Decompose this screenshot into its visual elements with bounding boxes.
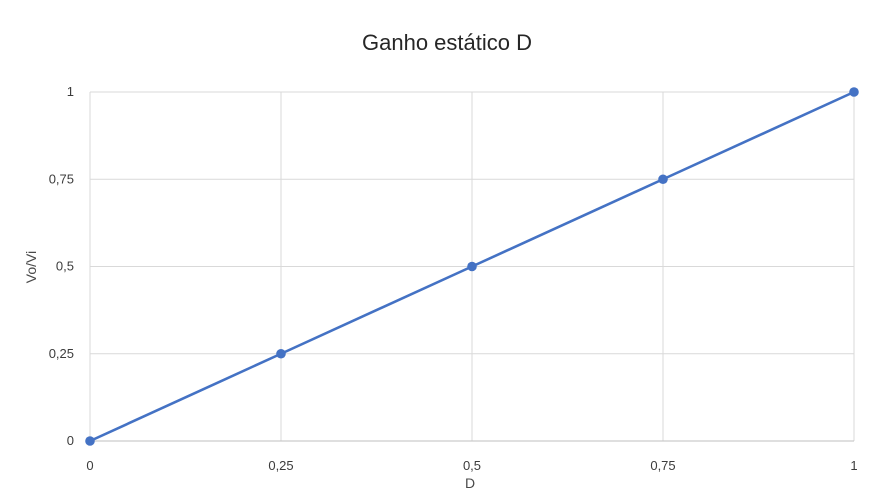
x-tick-label: 0,25 xyxy=(268,458,293,473)
y-tick-label: 1 xyxy=(67,84,74,99)
x-axis-title: D xyxy=(465,475,475,491)
y-tick-label: 0,75 xyxy=(49,171,74,186)
chart-title: Ganho estático D xyxy=(362,30,532,55)
x-tick-label: 1 xyxy=(850,458,857,473)
data-point-marker xyxy=(658,174,668,185)
y-tick-label: 0,25 xyxy=(49,346,74,361)
x-tick-label: 0,75 xyxy=(650,458,675,473)
y-tick-label: 0,5 xyxy=(56,259,74,274)
y-axis-tick-labels: 0 0,25 0,5 0,75 1 xyxy=(49,84,74,448)
data-point-marker xyxy=(467,261,477,272)
y-axis-title: Vo/Vi xyxy=(23,251,39,283)
series-layer xyxy=(85,87,859,446)
data-point-marker xyxy=(849,87,859,97)
data-point-marker xyxy=(276,348,286,359)
y-tick-label: 0 xyxy=(67,433,74,448)
data-point-marker xyxy=(85,436,95,446)
x-tick-label: 0,5 xyxy=(463,458,481,473)
x-tick-label: 0 xyxy=(86,458,93,473)
x-axis-tick-labels: 0 0,25 0,5 0,75 1 xyxy=(86,458,857,473)
gridlines xyxy=(89,91,855,442)
